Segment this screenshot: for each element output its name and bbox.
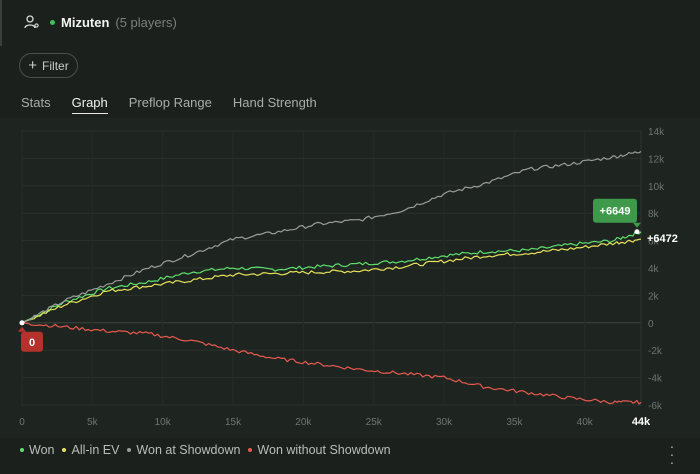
user-settings-icon[interactable] [24, 14, 40, 30]
legend-label: Won at Showdown [136, 443, 241, 457]
series-line-won-at-showdown [21, 150, 642, 324]
series-line-won-without-showdown [21, 322, 642, 405]
tab-stats[interactable]: Stats [21, 95, 51, 110]
x-tick-label: 30k [436, 417, 453, 428]
x-tick-label: 40k [577, 417, 594, 428]
player-count: (5 players) [115, 14, 177, 30]
won-end-label-box [593, 198, 637, 223]
chart-legend: Won All-in EV Won at Showdown Won withou… [20, 443, 391, 457]
won-end-point [634, 229, 640, 235]
start-label: 0 [29, 337, 35, 349]
series-line-all-in-ev [21, 238, 642, 324]
results-graph[interactable]: 14k 12k 10k 8k 6k 4k 2k 0 -2k -4k -6k 0 5k 10k 15k 20k… [0, 118, 700, 438]
tab-hand-strength[interactable]: Hand Strength [232, 95, 317, 110]
online-status-dot [50, 19, 55, 25]
filter-button[interactable]: + Filter [19, 53, 78, 78]
legend-label: Won [29, 443, 55, 457]
y-tick-label: 12k [648, 154, 665, 165]
series-line-won [21, 231, 642, 324]
chart-series [21, 150, 642, 405]
x-tick-label: 15k [225, 417, 242, 428]
start-label-box [21, 331, 43, 352]
y-tick-label: 6k [648, 237, 660, 248]
legend-item-all-in-ev[interactable]: All-in EV [62, 443, 119, 457]
won-end-label: +6649 [600, 206, 631, 218]
player-name[interactable]: Mizuten [61, 14, 110, 30]
window-edge [0, 0, 2, 46]
y-tick-label: 14k [648, 127, 665, 138]
x-tick-label: 20k [295, 417, 312, 428]
tab-bar: Stats Graph Preflop Range Hand Strength [21, 95, 317, 114]
legend-item-won-without-showdown[interactable]: Won without Showdown [248, 443, 391, 457]
legend-swatch [20, 448, 24, 452]
x-axis: 0 5k 10k 15k 20k 25k 30k 35k 40k 44k [19, 416, 651, 428]
y-tick-label: 2k [648, 291, 660, 302]
plus-icon: + [28, 57, 38, 74]
x-tick-label: 10k [155, 417, 172, 428]
legend-swatch [248, 448, 253, 452]
y-tick-label: 8k [648, 209, 660, 220]
legend-item-won[interactable]: Won [20, 443, 54, 457]
x-tick-label: 0 [19, 417, 25, 428]
y-tick-label: 10k [648, 182, 665, 193]
start-point [19, 320, 25, 326]
x-end-label: 44k [632, 416, 651, 428]
y-tick-label: 0 [648, 319, 654, 330]
y-tick-label: -2k [648, 346, 663, 357]
chart-grid [21, 130, 642, 406]
start-label-pointer [18, 326, 26, 332]
won-end-label-pointer [633, 222, 641, 228]
tab-graph[interactable]: Graph [71, 95, 108, 114]
legend-label: Won without Showdown [257, 443, 391, 457]
all-in-ev-end-label: +6472 [647, 233, 678, 245]
y-axis: 14k 12k 10k 8k 6k 4k 2k 0 -2k -4k -6k [648, 127, 665, 412]
more-vertical-icon[interactable]: · · · [669, 438, 675, 470]
x-tick-label: 35k [506, 417, 523, 428]
x-tick-label: 25k [366, 417, 383, 428]
legend-swatch [62, 448, 67, 452]
tab-preflop-range[interactable]: Preflop Range [128, 95, 212, 110]
chart-markers: 0 +6649 +6472 [18, 198, 678, 352]
legend-swatch [127, 448, 132, 452]
legend-label: All-in EV [71, 443, 120, 457]
x-tick-label: 5k [87, 417, 99, 428]
player-header: Mizuten (5 players) [24, 12, 177, 32]
filter-label: Filter [42, 58, 69, 73]
legend-item-won-at-showdown[interactable]: Won at Showdown [127, 443, 240, 457]
y-tick-label: 4k [648, 264, 660, 275]
y-tick-label: -4k [648, 374, 663, 385]
y-tick-label: -6k [648, 401, 663, 412]
